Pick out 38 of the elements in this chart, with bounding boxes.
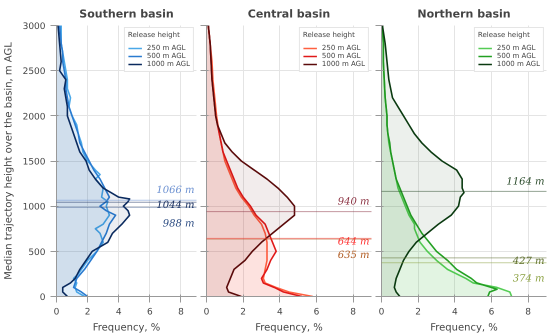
ref-line-label: 1164 m <box>506 176 545 188</box>
chart-title: Northern basin <box>417 8 511 20</box>
x-tick-label: 2 <box>84 308 90 318</box>
y-tick-label: 1000 <box>22 202 46 213</box>
chart-title: Southern basin <box>79 8 174 20</box>
chart-title: Central basin <box>248 8 330 20</box>
ref-line-label: 427 m <box>512 256 544 267</box>
x-tick-label: 2 <box>415 308 422 318</box>
ref-line-label: 374 m <box>512 274 544 285</box>
ref-line-label: 635 m <box>338 250 370 262</box>
ref-line-label: 1044 m <box>156 200 195 212</box>
x-tick-label: 6 <box>488 308 495 318</box>
x-tick-label: 6 <box>146 308 153 318</box>
x-tick-label: 0 <box>378 308 385 318</box>
x-tick-label: 4 <box>276 308 283 318</box>
ref-line-label: 644 m <box>338 236 370 248</box>
x-tick-label: 8 <box>525 308 532 318</box>
x-tick-label: 0 <box>54 308 60 318</box>
y-tick-label: 1500 <box>22 158 46 168</box>
x-axis-title: Frequency, % <box>430 322 498 334</box>
y-axis-title: Median trajectory height over the basin, m AGL <box>4 42 15 280</box>
y-tick-label: 0 <box>40 293 46 303</box>
y-tick-label: 2500 <box>22 67 46 78</box>
x-tick-label: 2 <box>240 308 246 318</box>
x-axis-title: Frequency, % <box>92 322 160 334</box>
ref-line-label: 988 m <box>162 218 194 230</box>
x-tick-label: 4 <box>452 308 458 318</box>
x-axis-title: Frequency, % <box>255 322 323 334</box>
x-tick-label: 6 <box>314 308 320 318</box>
x-tick-label: 8 <box>350 308 356 318</box>
ref-line-label: 1066 m <box>156 185 195 196</box>
ref-line-label: 940 m <box>338 196 370 208</box>
x-tick-label: 4 <box>116 308 122 318</box>
x-tick-label: 8 <box>178 308 184 318</box>
y-tick-label: 2000 <box>22 112 46 122</box>
y-tick-label: 3000 <box>22 22 46 32</box>
x-tick-label: 0 <box>204 308 210 318</box>
y-tick-label: 500 <box>28 248 46 258</box>
